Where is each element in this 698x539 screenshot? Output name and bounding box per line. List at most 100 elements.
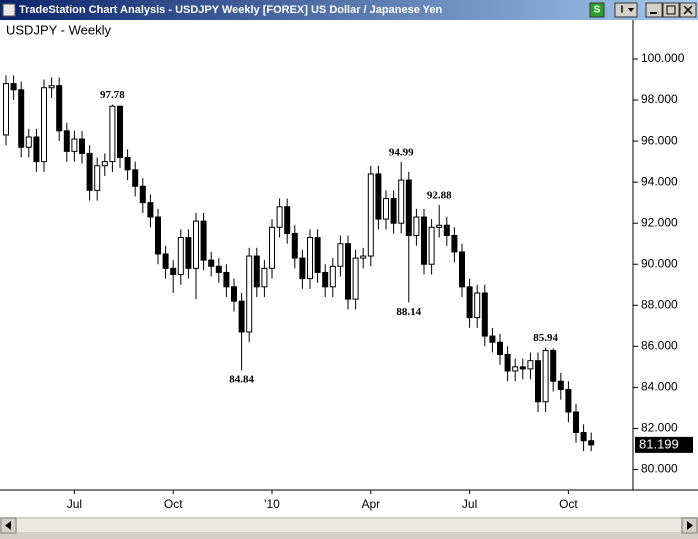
scroll-track[interactable] xyxy=(17,519,681,532)
candle-body xyxy=(497,341,503,356)
candle-body xyxy=(238,300,245,333)
y-tick-label: 92.000 xyxy=(641,215,678,229)
candle-body xyxy=(466,286,473,319)
low-label: 88.14 xyxy=(396,306,421,318)
candle-body xyxy=(413,216,420,237)
candle-body xyxy=(79,138,85,154)
candle-body xyxy=(405,179,412,237)
candle-body xyxy=(10,83,17,91)
candle-body xyxy=(421,216,427,265)
candle-body xyxy=(231,286,237,302)
y-tick-label: 86.000 xyxy=(641,339,678,353)
candle-body xyxy=(71,138,78,152)
candle-body xyxy=(147,202,154,218)
candle-body xyxy=(25,136,32,148)
symbol-button-label[interactable]: S xyxy=(594,5,601,16)
x-tick-label: Apr xyxy=(361,497,380,511)
x-tick-label: Jul xyxy=(462,497,477,511)
candle-body xyxy=(535,360,541,403)
candle-body xyxy=(117,105,123,159)
candle-body xyxy=(527,360,534,370)
candle-body xyxy=(177,237,184,275)
candle-body xyxy=(291,232,298,259)
candle-body xyxy=(155,216,161,255)
candle-body xyxy=(299,257,306,280)
candle-body xyxy=(18,89,25,148)
candle-body xyxy=(428,226,435,265)
candle-body xyxy=(86,152,93,191)
maximize-icon xyxy=(666,5,676,15)
candle-body xyxy=(352,257,359,300)
candle-body xyxy=(322,271,329,288)
x-tick-label: '10 xyxy=(264,497,280,511)
candle-body xyxy=(109,105,116,163)
candle-body xyxy=(33,136,40,163)
candle-body xyxy=(261,267,268,288)
window-title: TradeStation Chart Analysis - USDJPY Wee… xyxy=(19,4,443,16)
candle-body xyxy=(284,206,291,234)
candle-body xyxy=(253,255,260,288)
candle-body xyxy=(307,237,313,280)
y-tick-label: 90.000 xyxy=(641,256,678,270)
close-icon xyxy=(683,5,693,15)
candle-body xyxy=(398,179,405,224)
x-tick-label: Oct xyxy=(164,497,183,511)
y-tick-label: 84.000 xyxy=(641,380,678,394)
candle-body xyxy=(360,255,367,259)
interval-button-label[interactable]: I xyxy=(621,5,624,16)
candle-body xyxy=(162,253,169,269)
candle-body xyxy=(512,366,519,372)
candle-body xyxy=(390,198,397,224)
chart-title: USDJPY - Weekly xyxy=(6,22,111,37)
low-label: 84.84 xyxy=(229,374,254,386)
candle-body xyxy=(451,235,458,253)
maximize-button[interactable] xyxy=(662,2,680,18)
candle-body xyxy=(375,173,382,220)
y-tick-label: 88.000 xyxy=(641,297,678,311)
candle-body xyxy=(550,349,557,382)
interval-button[interactable] xyxy=(614,2,638,18)
app-icon xyxy=(2,3,16,17)
candle-body xyxy=(41,87,47,163)
last-price-box xyxy=(635,436,693,453)
candle-body xyxy=(519,366,526,370)
candle-body xyxy=(132,169,139,187)
candle-body xyxy=(208,259,215,267)
symbol-button[interactable] xyxy=(589,2,605,18)
y-tick-label: 94.000 xyxy=(641,174,678,188)
scroll-left-arrow xyxy=(5,521,11,530)
candle-body xyxy=(383,198,389,220)
candle-body xyxy=(481,292,488,337)
candle-body xyxy=(588,440,595,446)
candle-body xyxy=(557,380,564,390)
title-bar xyxy=(0,0,698,20)
candle-body xyxy=(337,243,344,267)
x-tick-label: Jul xyxy=(67,497,82,511)
candle-body xyxy=(580,432,587,442)
last-price-label: 81.199 xyxy=(639,436,679,451)
candle-body xyxy=(345,243,351,300)
candle-body xyxy=(542,349,549,403)
x-tick-label: Oct xyxy=(559,497,578,511)
candle-body xyxy=(223,271,230,288)
candle-body xyxy=(193,220,199,269)
candle-body xyxy=(314,237,321,273)
candle-body xyxy=(436,224,443,228)
candle-body xyxy=(94,165,101,191)
minimize-button[interactable] xyxy=(645,2,663,18)
dropdown-arrow xyxy=(628,8,634,12)
candle-body xyxy=(101,161,108,167)
candle-body xyxy=(367,173,374,257)
candle-body xyxy=(489,335,496,343)
candle-body xyxy=(565,388,572,413)
y-tick-label: 96.000 xyxy=(641,133,678,147)
candle-body xyxy=(3,83,9,136)
candle-body xyxy=(139,185,146,204)
candle-body xyxy=(329,265,336,288)
candle-body xyxy=(276,206,283,228)
candle-body xyxy=(504,354,511,372)
candle-body xyxy=(459,251,465,288)
y-tick-label: 98.000 xyxy=(641,92,678,106)
high-label: 92.88 xyxy=(427,190,452,202)
